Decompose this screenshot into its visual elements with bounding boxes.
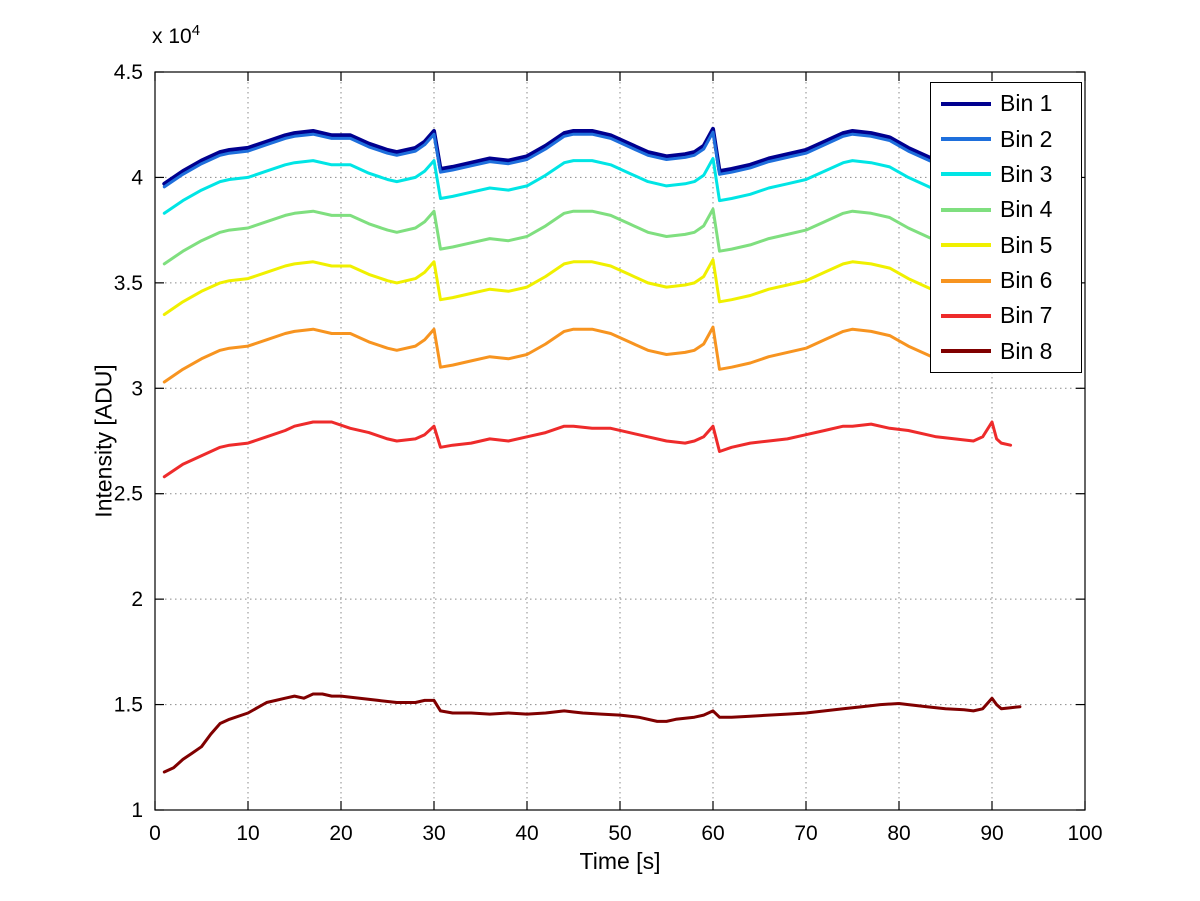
y-tick-label: 3 [131,377,143,400]
y-axis-label: Intensity [ADU] [90,364,117,518]
x-tick-label: 100 [1067,822,1102,845]
x-tick-label: 40 [515,822,538,845]
y-axis-multiplier-base: x 10 [152,25,192,48]
series-line-bin-8 [162,692,1022,774]
y-tick-label: 2 [131,588,143,611]
legend-line-sample [941,137,991,142]
series-lines [162,126,1022,774]
series-line-bin-7 [162,420,1013,479]
x-tick-label: 0 [149,822,161,845]
legend-entry-bin-7: Bin 7 [931,304,1081,327]
legend-label: Bin 1 [1000,90,1053,117]
x-tick-label: 50 [608,822,631,845]
legend-entry-bin-1: Bin 1 [931,92,1081,115]
legend-entry-bin-6: Bin 6 [931,269,1081,292]
x-tick-label: 80 [887,822,910,845]
legend-label: Bin 4 [1000,196,1053,223]
series-line-bin-1 [162,126,939,186]
x-tick-label: 20 [329,822,352,845]
series-line-bin-4 [162,207,938,266]
y-tick-label: 3.5 [114,272,143,295]
legend-line-sample [941,349,991,354]
x-tick-labels: 0 10 20 30 40 50 60 70 80 90 100 [149,822,1102,845]
x-axis-label: Time [s] [579,848,661,874]
x-tick-label: 10 [236,822,259,845]
y-axis-multiplier-exponent: 4 [191,22,201,39]
y-axis-multiplier: x 104 [152,22,200,49]
tick-marks [154,71,1086,811]
legend-entry-bin-3: Bin 3 [931,160,1081,187]
x-tick-label: 30 [422,822,445,845]
y-tick-labels: 1 1.5 2 2.5 3 3.5 4 4.5 [114,61,144,822]
legend-line-sample [941,172,991,177]
legend-entry-bin-8: Bin 8 [931,337,1081,364]
legend-line-sample [941,101,991,106]
legend-label: Bin 2 [1000,125,1053,152]
legend-label: Bin 6 [1000,267,1053,294]
x-tick-label: 90 [980,822,1003,845]
legend-label: Bin 8 [1000,337,1053,364]
series-line-bin-6 [162,325,938,384]
legend: Bin 1 Bin 2 Bin 3 Bin 4 Bin 5 Bin 6 Bin 7 Bin 8 [930,82,1082,373]
y-tick-label: 1 [131,799,143,822]
series-line-bin-3 [162,157,938,215]
y-tick-label: 4.5 [114,61,143,84]
legend-line-sample [941,313,991,318]
legend-line-sample [941,243,991,248]
y-tick-label: 1.5 [114,694,143,717]
x-tick-label: 60 [701,822,724,845]
legend-label: Bin 7 [1000,302,1053,329]
y-tick-label: 4 [131,166,143,189]
x-tick-label: 70 [794,822,817,845]
legend-entry-bin-5: Bin 5 [931,231,1081,258]
legend-line-sample [941,207,991,212]
y-tick-label: 2.5 [114,483,143,506]
legend-entry-bin-4: Bin 4 [931,198,1081,221]
series-line-bin-5 [162,258,938,316]
legend-label: Bin 3 [1000,160,1053,187]
legend-label: Bin 5 [1000,231,1053,258]
series-line-bin-2 [162,130,938,189]
legend-entry-bin-2: Bin 2 [931,125,1081,152]
legend-line-sample [941,278,991,283]
